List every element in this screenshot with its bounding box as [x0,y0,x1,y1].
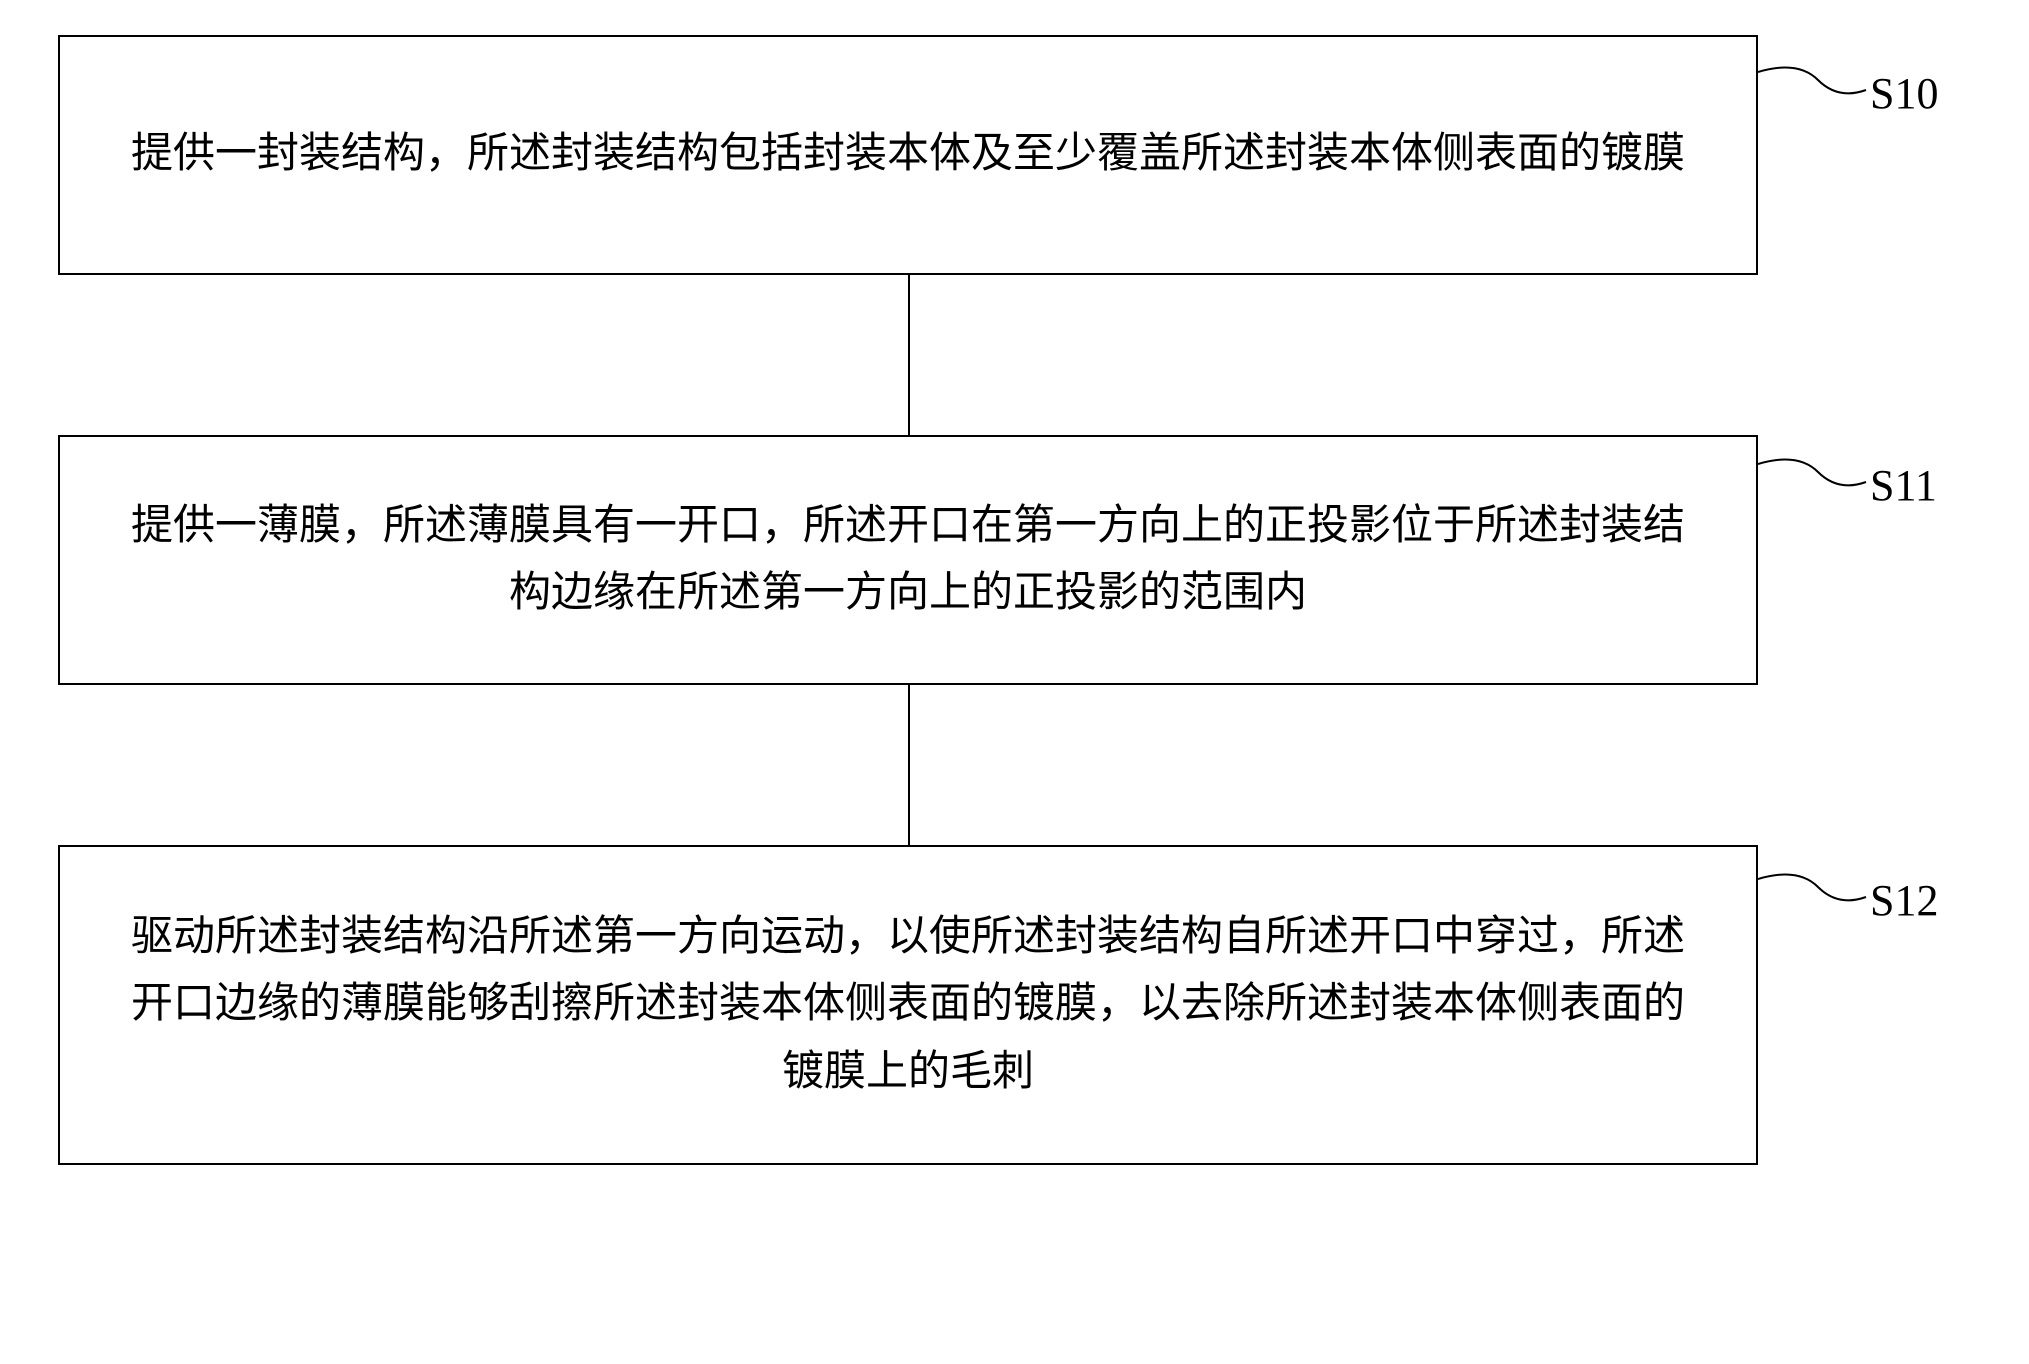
step-label-s12: S12 [1870,875,1938,926]
step-box-s10: 提供一封装结构，所述封装结构包括封装本体及至少覆盖所述封装本体侧表面的镀膜 [58,35,1758,275]
step-text-s10: 提供一封装结构，所述封装结构包括封装本体及至少覆盖所述封装本体侧表面的镀膜 [131,121,1685,188]
step-label-s11: S11 [1870,460,1937,511]
step-label-s10: S10 [1870,68,1938,119]
step-text-s12: 驱动所述封装结构沿所述第一方向运动，以使所述封装结构自所述开口中穿过，所述开口边… [120,904,1696,1106]
label-curve-s10 [1758,60,1868,120]
connector-s11-s12 [908,685,910,845]
flowchart-container: 提供一封装结构，所述封装结构包括封装本体及至少覆盖所述封装本体侧表面的镀膜 S1… [0,0,2029,1364]
step-box-s11: 提供一薄膜，所述薄膜具有一开口，所述开口在第一方向上的正投影位于所述封装结构边缘… [58,435,1758,685]
label-curve-s12 [1758,867,1868,927]
connector-s10-s11 [908,275,910,435]
label-curve-s11 [1758,452,1868,512]
step-text-s11: 提供一薄膜，所述薄膜具有一开口，所述开口在第一方向上的正投影位于所述封装结构边缘… [120,493,1696,627]
step-box-s12: 驱动所述封装结构沿所述第一方向运动，以使所述封装结构自所述开口中穿过，所述开口边… [58,845,1758,1165]
